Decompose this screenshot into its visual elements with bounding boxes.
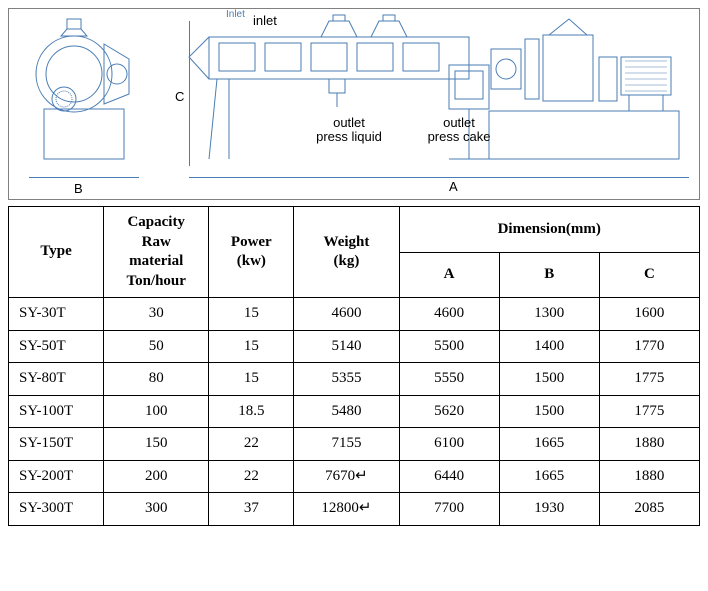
cell-capacity: 100 xyxy=(104,395,209,428)
cell-c: 1880 xyxy=(599,428,699,461)
cell-c: 1770 xyxy=(599,330,699,363)
cell-power: 15 xyxy=(209,363,294,396)
cell-power: 22 xyxy=(209,428,294,461)
hdr-power: Power (kw) xyxy=(209,207,294,298)
cell-type: SY-30T xyxy=(9,298,104,331)
dim-a-line xyxy=(189,177,689,178)
hdr-dim-c: C xyxy=(599,252,699,298)
cell-c: 1600 xyxy=(599,298,699,331)
hdr-dim-b: B xyxy=(499,252,599,298)
cell-c: 1775 xyxy=(599,363,699,396)
dim-a-label: A xyxy=(449,179,458,194)
cell-b: 1300 xyxy=(499,298,599,331)
cell-b: 1665 xyxy=(499,460,599,493)
side-view-sketch xyxy=(169,9,689,174)
spec-table: Type Capacity Raw material Ton/hour Powe… xyxy=(8,206,700,526)
cell-type: SY-200T xyxy=(9,460,104,493)
table-row: SY-200T200227670↵644016651880 xyxy=(9,460,700,493)
cell-type: SY-100T xyxy=(9,395,104,428)
cell-power: 15 xyxy=(209,330,294,363)
cell-b: 1500 xyxy=(499,395,599,428)
inlet-label: inlet xyxy=(253,13,277,28)
cell-power: 37 xyxy=(209,493,294,526)
cell-b: 1930 xyxy=(499,493,599,526)
cell-weight: 7155 xyxy=(294,428,399,461)
cell-type: SY-300T xyxy=(9,493,104,526)
table-row: SY-150T150227155610016651880 xyxy=(9,428,700,461)
cell-b: 1400 xyxy=(499,330,599,363)
table-header-row1: Type Capacity Raw material Ton/hour Powe… xyxy=(9,207,700,253)
hdr-dim-a: A xyxy=(399,252,499,298)
cell-power: 18.5 xyxy=(209,395,294,428)
cell-a: 7700 xyxy=(399,493,499,526)
cell-c: 1775 xyxy=(599,395,699,428)
table-row: SY-80T80155355555015001775 xyxy=(9,363,700,396)
cell-type: SY-80T xyxy=(9,363,104,396)
hdr-capacity-l3: material xyxy=(129,253,183,269)
cell-weight: 7670↵ xyxy=(294,460,399,493)
cell-a: 5500 xyxy=(399,330,499,363)
diagram-panel: B xyxy=(8,8,700,200)
hdr-weight-l2: (kg) xyxy=(334,253,360,269)
outlet-liquid-l1: outlet xyxy=(314,115,384,130)
outlet-liquid-l2: press liquid xyxy=(304,129,394,144)
table-row: SY-50T50155140550014001770 xyxy=(9,330,700,363)
cell-type: SY-150T xyxy=(9,428,104,461)
cell-weight: 4600 xyxy=(294,298,399,331)
hdr-weight: Weight (kg) xyxy=(294,207,399,298)
cell-b: 1500 xyxy=(499,363,599,396)
table-row: SY-100T10018.55480562015001775 xyxy=(9,395,700,428)
cell-capacity: 80 xyxy=(104,363,209,396)
cell-c: 2085 xyxy=(599,493,699,526)
cell-weight: 5480 xyxy=(294,395,399,428)
cell-a: 5550 xyxy=(399,363,499,396)
cell-capacity: 150 xyxy=(104,428,209,461)
cell-a: 6100 xyxy=(399,428,499,461)
cell-weight: 5140 xyxy=(294,330,399,363)
cell-weight: 5355 xyxy=(294,363,399,396)
hdr-weight-l1: Weight xyxy=(324,234,370,250)
cell-c: 1880 xyxy=(599,460,699,493)
hdr-dimension: Dimension(mm) xyxy=(399,207,699,253)
cell-power: 15 xyxy=(209,298,294,331)
cell-capacity: 200 xyxy=(104,460,209,493)
cell-type: SY-50T xyxy=(9,330,104,363)
hdr-power-l2: (kw) xyxy=(237,253,266,269)
hdr-type: Type xyxy=(9,207,104,298)
cell-weight: 12800↵ xyxy=(294,493,399,526)
hdr-capacity-l4: Ton/hour xyxy=(126,273,185,289)
cell-capacity: 50 xyxy=(104,330,209,363)
cell-capacity: 300 xyxy=(104,493,209,526)
cell-b: 1665 xyxy=(499,428,599,461)
hdr-capacity-l2: Raw xyxy=(142,234,171,250)
cell-a: 5620 xyxy=(399,395,499,428)
cell-a: 4600 xyxy=(399,298,499,331)
outlet-cake-l1: outlet xyxy=(424,115,494,130)
hdr-power-l1: Power xyxy=(231,234,272,250)
dim-b-line xyxy=(29,177,139,178)
hdr-capacity: Capacity Raw material Ton/hour xyxy=(104,207,209,298)
dim-b-label: B xyxy=(74,181,83,196)
outlet-cake-l2: press cake xyxy=(414,129,504,144)
dim-c-line xyxy=(189,21,190,166)
table-row: SY-30T30154600460013001600 xyxy=(9,298,700,331)
cell-a: 6440 xyxy=(399,460,499,493)
cell-power: 22 xyxy=(209,460,294,493)
end-view-sketch xyxy=(19,14,149,169)
hdr-capacity-l1: Capacity xyxy=(127,214,185,230)
cell-capacity: 30 xyxy=(104,298,209,331)
dim-c-label: C xyxy=(175,89,184,104)
table-row: SY-300T3003712800↵770019302085 xyxy=(9,493,700,526)
inlet-blue-label: Inlet xyxy=(226,9,245,20)
